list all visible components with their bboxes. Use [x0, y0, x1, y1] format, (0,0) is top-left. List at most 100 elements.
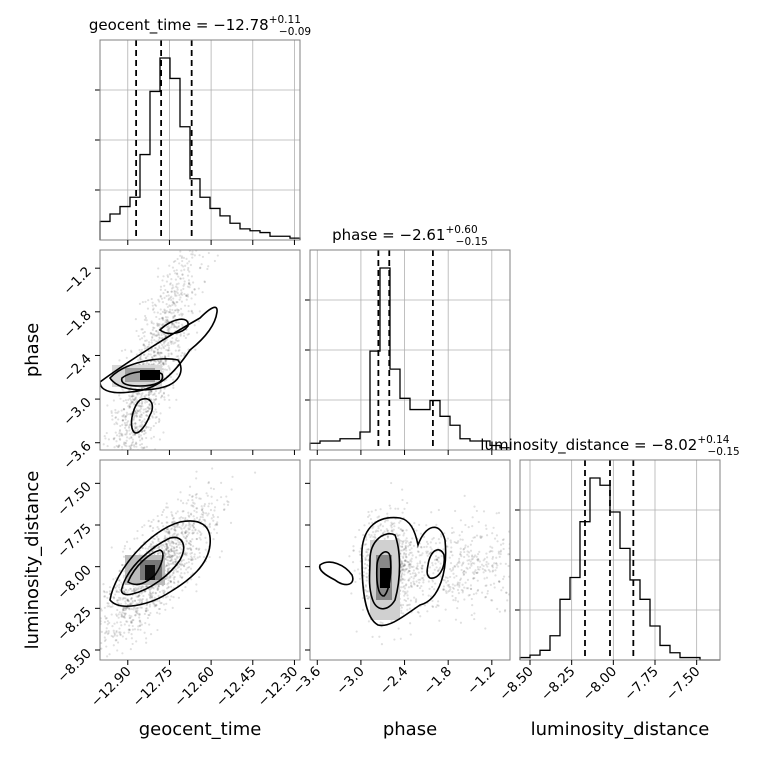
scatter-point	[488, 570, 492, 573]
scatter-point	[179, 307, 183, 310]
scatter-point	[116, 411, 119, 415]
scatter-point	[198, 310, 201, 313]
scatter-point	[180, 289, 183, 292]
y-tick-label-phase: −2.4	[60, 351, 94, 385]
scatter-point	[124, 606, 128, 609]
scatter-point	[151, 356, 154, 360]
scatter-point	[402, 555, 405, 558]
scatter-point	[489, 583, 492, 586]
scatter-point	[172, 520, 175, 523]
scatter-point	[453, 576, 456, 579]
scatter-point	[103, 621, 107, 624]
scatter-point	[138, 416, 141, 419]
scatter-point	[145, 607, 148, 610]
scatter-point	[352, 549, 355, 552]
scatter-point	[363, 543, 367, 546]
scatter-point	[172, 286, 175, 289]
scatter-point	[150, 297, 153, 301]
scatter-point	[367, 597, 370, 600]
scatter-point	[156, 587, 160, 590]
scatter-point	[389, 524, 392, 527]
scatter-point	[407, 545, 410, 548]
histogram-bar	[240, 229, 250, 240]
scatter-point	[127, 398, 130, 402]
scatter-point	[368, 514, 371, 517]
scatter-point	[195, 507, 199, 510]
scatter-point	[171, 303, 174, 307]
scatter-point	[149, 390, 152, 393]
scatter-point	[443, 579, 446, 582]
scatter-point	[88, 629, 90, 631]
scatter-point	[434, 542, 438, 545]
scatter-point	[412, 580, 415, 583]
scatter-point	[415, 580, 418, 583]
scatter-point	[147, 519, 150, 522]
scatter-point	[402, 534, 405, 537]
scatter-point	[463, 494, 466, 497]
scatter-point	[175, 294, 178, 297]
scatter-point	[172, 533, 175, 536]
scatter-point	[139, 434, 143, 437]
scatter-point	[173, 546, 176, 550]
scatter-point	[400, 611, 403, 615]
histogram-bar	[120, 207, 130, 240]
scatter-point	[365, 550, 368, 554]
scatter-point	[169, 548, 173, 551]
scatter-point	[478, 550, 481, 553]
scatter-point	[164, 334, 167, 338]
scatter-point	[401, 529, 404, 532]
density-cell	[380, 568, 390, 588]
scatter-point	[140, 606, 143, 609]
scatter-point	[128, 616, 131, 620]
scatter-point	[132, 416, 136, 419]
scatter-point	[158, 419, 161, 422]
scatter-point	[127, 589, 130, 592]
scatter-point	[179, 250, 182, 253]
scatter-point	[134, 614, 137, 617]
scatter-point	[166, 576, 169, 580]
scatter-point	[138, 616, 141, 619]
scatter-point	[402, 564, 405, 567]
scatter-point	[95, 449, 97, 451]
scatter-point	[477, 557, 480, 561]
scatter-point	[130, 637, 133, 640]
scatter-point	[166, 567, 169, 571]
scatter-point	[446, 545, 449, 548]
scatter-point	[106, 619, 109, 623]
scatter-point	[469, 587, 473, 590]
scatter-point	[386, 535, 389, 538]
scatter-point	[358, 528, 361, 532]
scatter-point	[155, 315, 158, 319]
scatter-point	[164, 530, 167, 533]
scatter-point	[181, 259, 184, 263]
scatter-point	[148, 363, 151, 366]
scatter-point	[436, 604, 439, 607]
scatter-point	[167, 365, 170, 368]
scatter-point	[195, 516, 199, 519]
scatter-point	[367, 620, 370, 623]
scatter-point	[128, 624, 131, 627]
scatter-point	[373, 535, 377, 539]
scatter-point	[457, 560, 461, 563]
scatter-point	[117, 598, 120, 602]
scatter-point	[401, 545, 404, 548]
scatter-point	[140, 394, 143, 398]
scatter-point	[476, 559, 480, 562]
scatter-point	[486, 556, 489, 559]
scatter-point	[401, 511, 404, 514]
scatter-point	[182, 240, 184, 242]
scatter-point	[483, 577, 486, 580]
scatter-point	[150, 390, 153, 393]
scatter-point	[188, 493, 191, 497]
scatter-point	[448, 589, 451, 592]
scatter-point	[399, 574, 403, 577]
scatter-point	[152, 362, 156, 365]
scatter-point	[118, 394, 121, 397]
scatter-point	[138, 405, 141, 408]
scatter-point	[184, 336, 187, 340]
scatter-panel-luminosity_distance-vs-phase	[310, 460, 510, 660]
scatter-point	[156, 351, 159, 354]
scatter-point	[207, 512, 210, 515]
scatter-point	[137, 595, 140, 598]
scatter-point	[403, 598, 406, 602]
